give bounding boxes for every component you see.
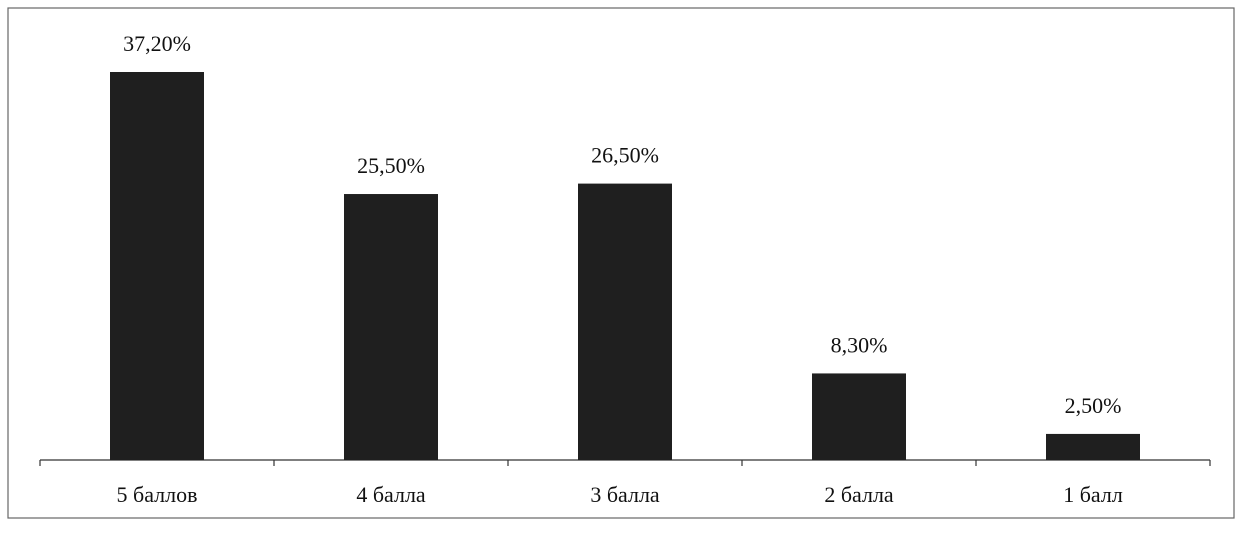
value-label: 37,20% xyxy=(123,31,191,56)
value-label: 25,50% xyxy=(357,153,425,178)
bar xyxy=(344,194,438,460)
bar xyxy=(110,72,204,460)
bar xyxy=(812,373,906,460)
bar xyxy=(1046,433,1140,460)
value-label: 8,30% xyxy=(831,332,888,357)
x-tick-label: 3 балла xyxy=(590,482,660,507)
x-tick-label: 1 балл xyxy=(1063,482,1123,507)
x-tick-label: 4 балла xyxy=(356,482,426,507)
value-label: 26,50% xyxy=(591,143,659,168)
x-tick-label: 2 балла xyxy=(824,482,894,507)
value-label: 2,50% xyxy=(1065,393,1122,418)
chart-frame xyxy=(7,7,1235,519)
x-tick-label: 5 баллов xyxy=(117,482,198,507)
bar xyxy=(578,183,672,460)
